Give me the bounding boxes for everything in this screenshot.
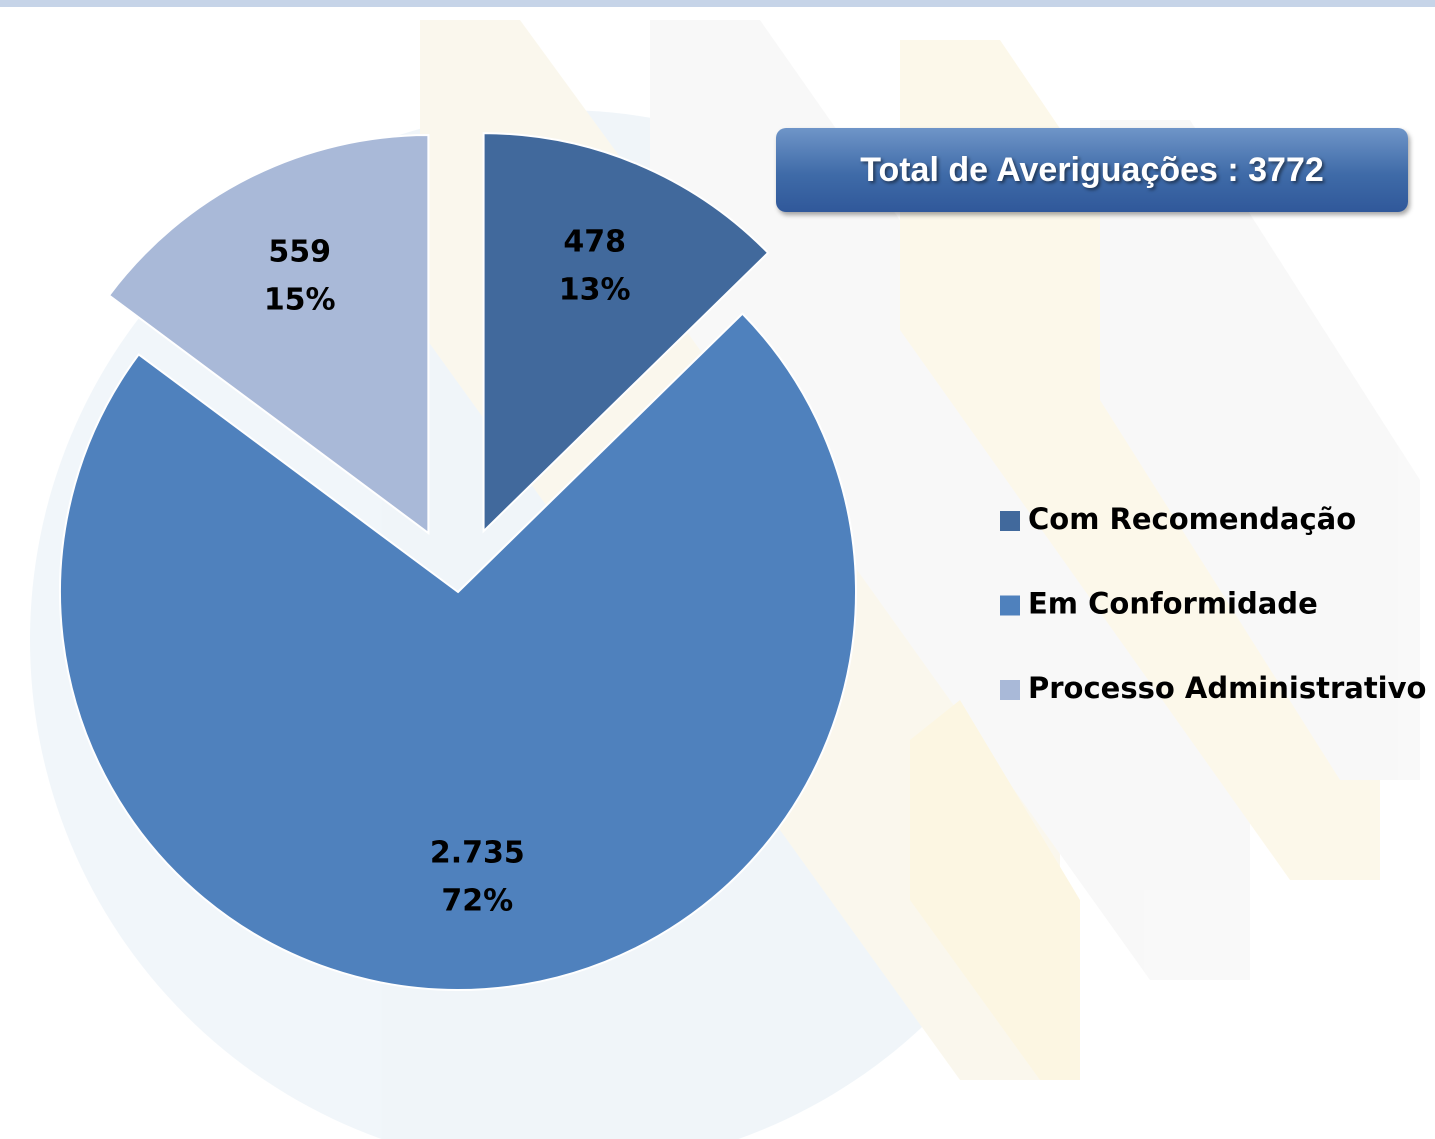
chart-title: Total de Averiguações : 3772 bbox=[860, 150, 1324, 189]
pie-slice bbox=[482, 132, 770, 534]
legend-label: Processo Administrativo bbox=[1028, 671, 1426, 705]
legend-swatch bbox=[1000, 680, 1020, 700]
percent-label: 15% bbox=[264, 282, 336, 317]
title-box: Total de Averiguações : 3772 bbox=[776, 128, 1408, 212]
pie-slice bbox=[59, 312, 857, 991]
value-label: 559 bbox=[268, 234, 331, 269]
pie-slice bbox=[107, 134, 430, 536]
percent-label: 13% bbox=[559, 273, 631, 308]
legend-swatch bbox=[1000, 595, 1020, 616]
percent-label: 72% bbox=[441, 883, 513, 918]
legend-swatch bbox=[1000, 511, 1020, 531]
value-label: 2.735 bbox=[430, 835, 525, 870]
legend-label: Com Recomendação bbox=[1028, 502, 1356, 536]
legend-label: Em Conformidade bbox=[1028, 587, 1318, 621]
value-label: 478 bbox=[563, 225, 626, 260]
